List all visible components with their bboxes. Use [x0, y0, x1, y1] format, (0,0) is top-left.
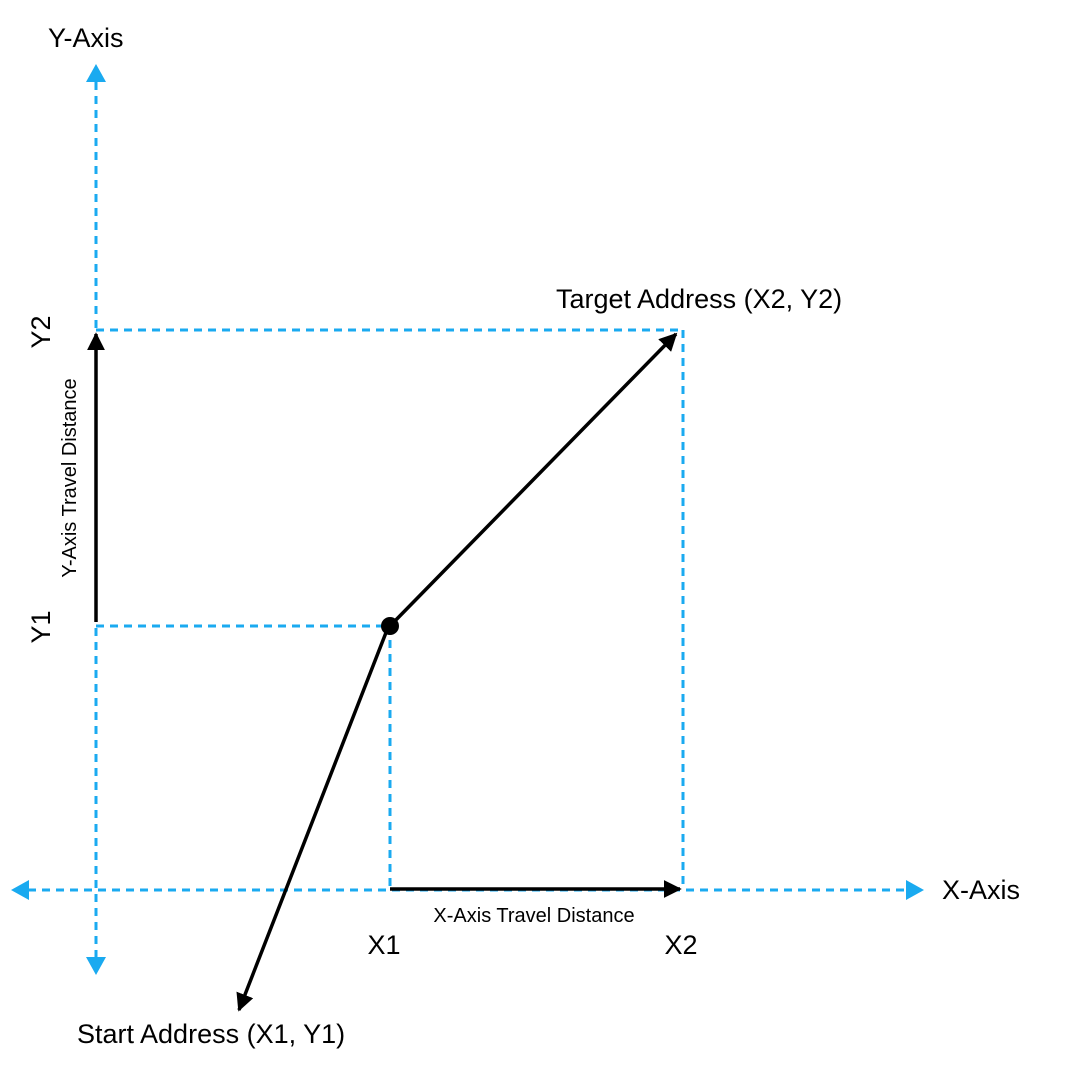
- y-axis-top-arrow-icon: [86, 64, 106, 82]
- x2-label: X2: [664, 930, 697, 960]
- y2-label: Y2: [26, 315, 56, 348]
- path-to-start-arrow: [236, 629, 389, 1012]
- x-travel-label: X-Axis Travel Distance: [433, 905, 634, 927]
- y-travel-label: Y-Axis Travel Distance: [59, 378, 81, 577]
- y-axis-bottom-arrow-icon: [86, 957, 106, 975]
- x-axis-label: X-Axis: [942, 875, 1020, 905]
- x1-label: X1: [367, 930, 400, 960]
- target-address-label: Target Address (X2, Y2): [556, 284, 842, 314]
- y1-label: Y1: [26, 610, 56, 643]
- start-address-label: Start Address (X1, Y1): [77, 1019, 345, 1049]
- path-to-target-arrow: [388, 332, 678, 628]
- position-dot: [381, 617, 399, 635]
- y-axis-label: Y-Axis: [48, 23, 124, 53]
- x-axis-left-arrow-icon: [11, 880, 29, 900]
- x-axis-right-arrow-icon: [906, 880, 924, 900]
